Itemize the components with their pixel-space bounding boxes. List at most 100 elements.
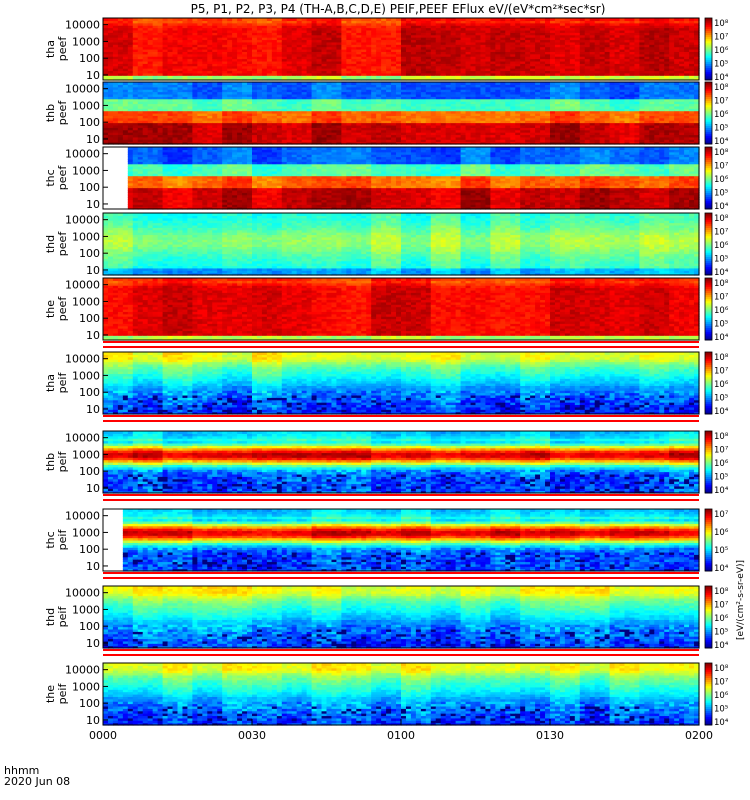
panel-label-line: peef (56, 36, 69, 62)
colorbar-tick-label: 10⁴ (714, 73, 729, 83)
x-tick-label: 0000 (89, 729, 117, 742)
panel-separator-band (103, 649, 699, 656)
y-tick-label: 10 (86, 637, 100, 650)
colorbar-tick-label: 10⁷ (714, 228, 729, 238)
panel-label-line: peif (56, 451, 69, 473)
y-tick-label: 1000 (72, 369, 100, 382)
colorbar-tick-label: 10⁸ (714, 279, 729, 289)
colorbar-tick-label: 10⁷ (714, 162, 729, 172)
x-tick-label: 0200 (685, 729, 713, 742)
colorbar-tick-label: 10⁴ (714, 564, 729, 574)
y-tick-label: 1000 (72, 35, 100, 48)
y-tick-label: 100 (79, 543, 100, 556)
y-tick-label: 10000 (65, 279, 100, 292)
spectrogram-cells (103, 352, 700, 415)
panel-label: thc peif (44, 529, 69, 551)
y-tick-label: 100 (79, 116, 100, 129)
colorbar-tick-label: 10⁸ (714, 83, 729, 93)
y-tick-label: 1000 (72, 99, 100, 112)
colorbar-tick-label: 10⁵ (714, 124, 728, 134)
colorbar-tick-label: 10⁵ (714, 60, 728, 70)
panel-label: thd peif (44, 606, 69, 628)
colorbar-tick-label: 10⁶ (714, 175, 729, 185)
panel-label-line: peef (56, 231, 69, 257)
x-tick-label: 0030 (238, 729, 266, 742)
spectrogram-cells (103, 82, 700, 145)
y-tick-label: 1000 (72, 680, 100, 693)
colorbar-tick-label: 10⁶ (714, 614, 729, 624)
colorbar-tick-label: 10⁸ (714, 587, 729, 597)
colorbar-tick-label: 10⁴ (714, 486, 729, 496)
y-tick-label: 1000 (72, 295, 100, 308)
y-tick-label: 100 (79, 181, 100, 194)
y-tick-label: 100 (79, 52, 100, 65)
y-tick-label: 10 (86, 560, 100, 573)
x-tick-label: 0100 (387, 729, 415, 742)
panel-label: thb peef (44, 100, 69, 126)
panel-label-line: peif (56, 606, 69, 628)
y-tick-label: 10 (86, 482, 100, 495)
y-tick-label: 10 (86, 403, 100, 416)
panel-label: tha peif (44, 372, 69, 394)
y-tick-label: 1000 (72, 448, 100, 461)
panel-separator-band (103, 572, 699, 579)
panel-label: thb peif (44, 451, 69, 473)
y-tick-label: 10000 (65, 510, 100, 523)
colorbar-tick-label: 10⁸ (714, 148, 729, 158)
y-tick-label: 10 (86, 69, 100, 82)
y-tick-label: 10000 (65, 19, 100, 32)
spectrogram-cells (103, 18, 700, 81)
colorbar-tick-label: 10⁵ (714, 189, 728, 199)
colorbar-tick-label: 10⁷ (714, 446, 729, 456)
colorbar-tick-label: 10⁶ (714, 241, 729, 251)
colorbar-tick-label: 10⁶ (714, 46, 729, 56)
colorbar-tick-label: 10⁴ (714, 407, 729, 417)
colorbar-tick-label: 10⁵ (714, 394, 728, 404)
x-tick-label: 0130 (536, 729, 564, 742)
colorbar-tick-label: 10⁶ (714, 306, 729, 316)
y-tick-label: 10000 (65, 587, 100, 600)
colorbar-tick-label: 10⁸ (714, 664, 729, 674)
colorbar-tick-label: 10⁷ (714, 97, 729, 107)
panel-label-line: peef (56, 100, 69, 126)
y-tick-label: 100 (79, 620, 100, 633)
panel-separator-band (103, 341, 699, 348)
y-tick-label: 100 (79, 247, 100, 260)
colorbar-tick-label: 10⁶ (714, 691, 729, 701)
colorbar-tick-label: 10⁴ (714, 718, 729, 728)
spectrogram-cells (123, 509, 700, 572)
colorbar-tick-label: 10⁵ (714, 628, 728, 638)
colorbar-tick-label: 10⁷ (714, 678, 729, 688)
colorbar-tick-label: 10⁸ (714, 19, 729, 29)
colorbar-tick-label: 10⁴ (714, 268, 729, 278)
y-tick-label: 10 (86, 198, 100, 211)
colorbar-tick-label: 10⁷ (714, 33, 729, 43)
panel-label: thd peef (44, 231, 69, 257)
colorbar: 10⁴ 10⁵ 10⁶ 10⁷ 10⁸ (705, 18, 729, 83)
y-tick-label: 1000 (72, 526, 100, 539)
y-tick-label: 1000 (72, 164, 100, 177)
colorbar-tick-label: 10⁴ (714, 333, 729, 343)
colorbar-tick-label: 10⁵ (714, 255, 728, 265)
spectrogram-cells (103, 586, 700, 649)
y-tick-label: 1000 (72, 230, 100, 243)
panel-label-line: peif (56, 683, 69, 705)
y-tick-label: 10000 (65, 83, 100, 96)
colorbar-tick-label: 10⁸ (714, 432, 729, 442)
colorbar-tick-label: 10⁵ (714, 473, 728, 483)
